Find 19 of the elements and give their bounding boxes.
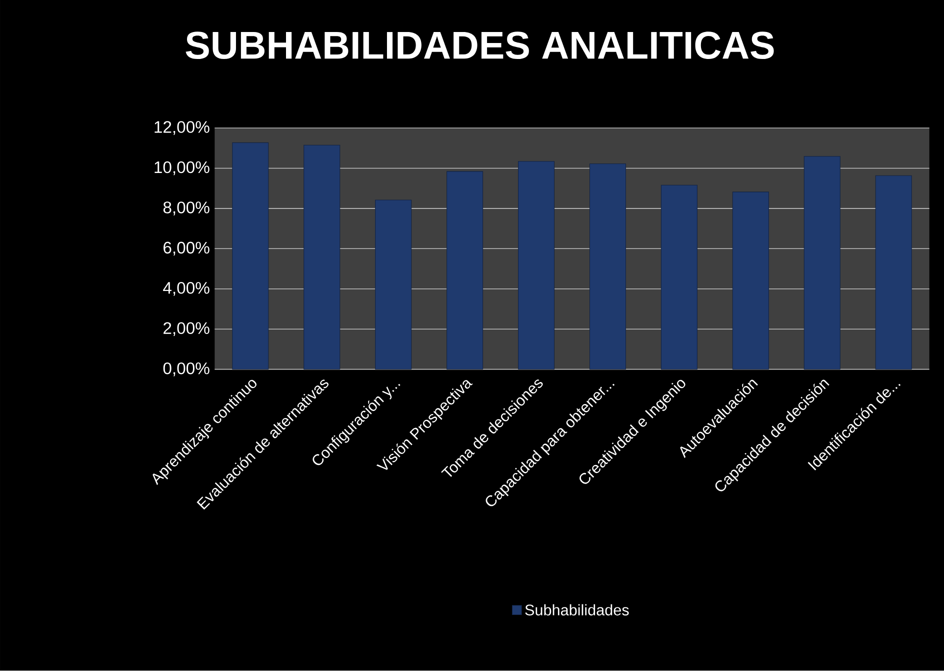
- bar: [732, 192, 769, 370]
- chart-title: SUBHABILIDADES ANALITICAS: [186, 32, 774, 60]
- bar: [804, 156, 840, 370]
- y-tick-label: 6,00%: [164, 242, 210, 256]
- bar: [232, 142, 269, 370]
- legend-label: Subhabilidades: [525, 604, 629, 616]
- bar: [446, 171, 484, 370]
- y-tick-label: 10,00%: [154, 162, 210, 176]
- y-tick-label: 12,00%: [154, 121, 210, 136]
- bar: [875, 176, 912, 370]
- bar: [375, 200, 412, 370]
- y-tick-label: 8,00%: [163, 202, 210, 216]
- y-tick-label: 2,00%: [164, 322, 210, 336]
- bar: [304, 144, 340, 370]
- y-tick-label: 4,00%: [163, 282, 210, 296]
- y-tick-label: 0,00%: [163, 362, 210, 376]
- bar: [660, 185, 698, 370]
- bar: [518, 161, 555, 370]
- bar: [589, 164, 626, 370]
